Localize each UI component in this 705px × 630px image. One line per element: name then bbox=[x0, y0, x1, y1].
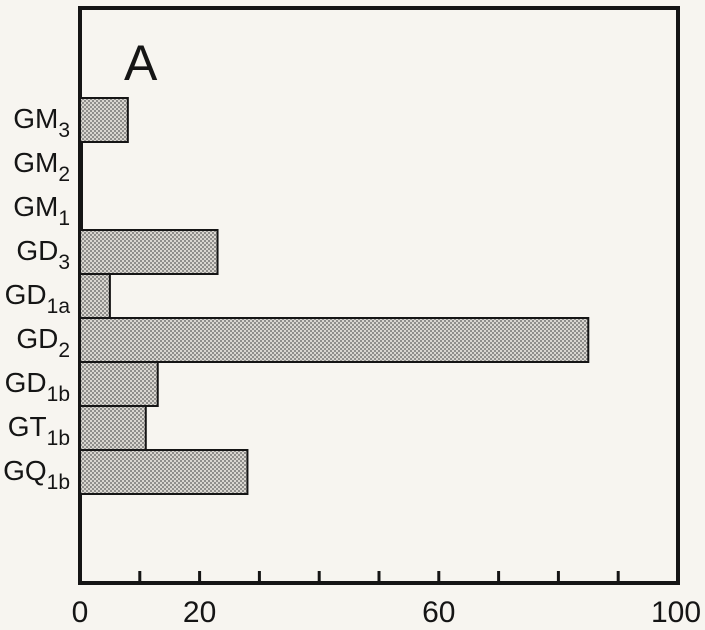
category-label-subscript: 1b bbox=[47, 471, 70, 494]
category-label-subscript: 1a bbox=[47, 295, 71, 318]
category-label-base: GM bbox=[13, 191, 58, 222]
category-label-base: GQ bbox=[3, 455, 47, 486]
category-label-base: GM bbox=[13, 147, 58, 178]
bar-gq1b bbox=[79, 449, 249, 495]
bar-gm1 bbox=[79, 185, 83, 231]
category-label: GT1b bbox=[8, 411, 70, 450]
bar-gm3 bbox=[79, 97, 129, 143]
bar-gd1b bbox=[79, 361, 159, 407]
category-label: GD2 bbox=[16, 323, 70, 362]
category-label-subscript: 2 bbox=[58, 163, 70, 186]
x-tick-label: 0 bbox=[72, 596, 89, 629]
category-label: GD1b bbox=[5, 367, 70, 406]
bars-group bbox=[79, 97, 590, 495]
bar-gd3 bbox=[79, 229, 219, 275]
category-label-base: GD bbox=[5, 279, 47, 310]
category-label-subscript: 1 bbox=[58, 207, 70, 230]
category-label-subscript: 3 bbox=[58, 251, 70, 274]
category-label: GM1 bbox=[13, 191, 70, 230]
category-label-subscript: 1b bbox=[47, 383, 70, 406]
bar-gd1a bbox=[79, 273, 111, 319]
category-label-base: GD bbox=[5, 367, 47, 398]
category-label-base: GD bbox=[16, 323, 58, 354]
category-label: GD1a bbox=[5, 279, 71, 318]
category-label: GM3 bbox=[13, 103, 70, 142]
category-label-subscript: 1b bbox=[47, 427, 70, 450]
x-tick-label: 20 bbox=[183, 596, 216, 629]
bar-gm2 bbox=[79, 141, 83, 187]
panel-label: A bbox=[124, 35, 158, 91]
x-tick-label: 60 bbox=[422, 596, 455, 629]
plot-frame bbox=[78, 6, 680, 585]
category-label: GM2 bbox=[13, 147, 70, 186]
category-label: GD3 bbox=[16, 235, 70, 274]
category-label-base: GD bbox=[16, 235, 58, 266]
bar-gd2 bbox=[79, 317, 590, 363]
x-axis: 0 20 60 100 bbox=[72, 571, 701, 629]
x-tick-label: 100 bbox=[651, 596, 701, 629]
category-label-subscript: 2 bbox=[58, 339, 70, 362]
category-label-subscript: 3 bbox=[58, 119, 70, 142]
category-label: GQ1b bbox=[3, 455, 70, 494]
category-label-base: GM bbox=[13, 103, 58, 134]
category-label-base: GT bbox=[8, 411, 47, 442]
bar-gt1b bbox=[79, 405, 147, 451]
